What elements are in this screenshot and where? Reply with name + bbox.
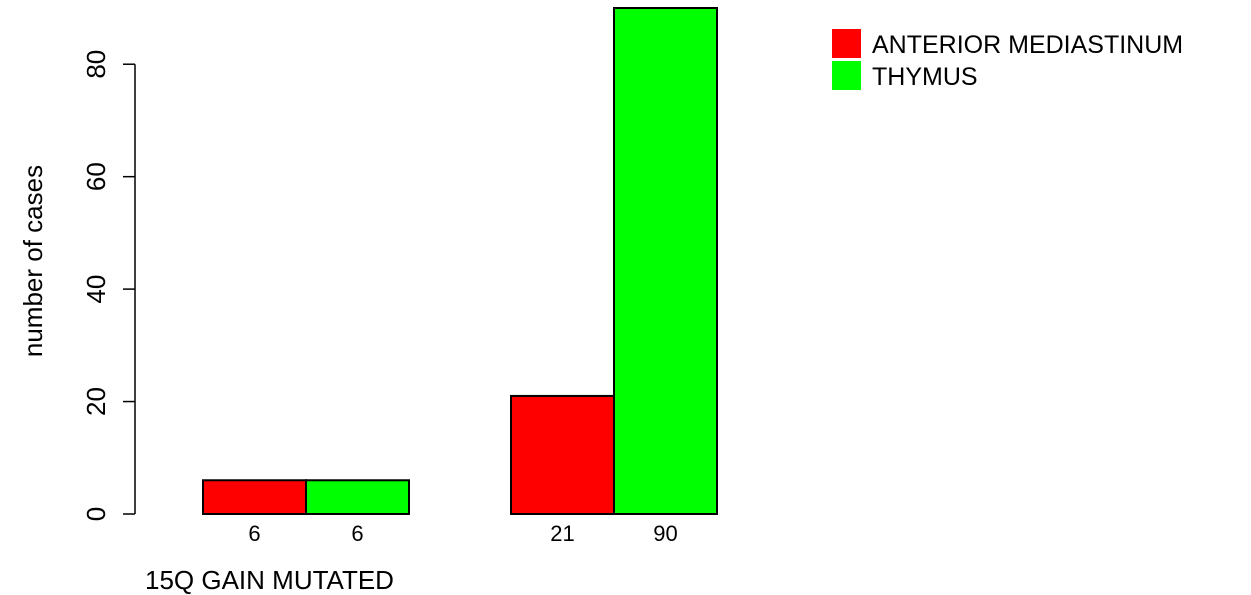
y-tick-label: 80	[81, 50, 111, 79]
bar	[305, 479, 410, 515]
legend-swatch	[832, 29, 861, 58]
bars	[202, 7, 718, 515]
bar	[202, 479, 307, 515]
bar-value-label: 6	[248, 521, 260, 546]
bar-value-label: 21	[550, 521, 574, 546]
legend-label: ANTERIOR MEDIASTINUM	[872, 31, 1183, 59]
group-label: 15Q GAIN MUTATED	[145, 565, 394, 595]
y-tick-label: 20	[81, 387, 111, 416]
y-tick-label: 40	[81, 275, 111, 304]
y-tick-label: 0	[81, 507, 111, 521]
bar	[510, 394, 615, 515]
y-axis: 0 20 40 60 80	[81, 50, 136, 521]
legend: ANTERIOR MEDIASTINUM THYMUS	[832, 29, 1183, 91]
y-axis-label: number of cases	[18, 165, 48, 357]
bar-labels: 6 6 21 90	[248, 521, 677, 546]
bar-value-label: 90	[653, 521, 677, 546]
y-tick-label: 60	[81, 162, 111, 191]
legend-label: THYMUS	[872, 63, 978, 91]
bar	[613, 7, 718, 515]
bar-value-label: 6	[351, 521, 363, 546]
legend-swatch	[832, 61, 861, 90]
